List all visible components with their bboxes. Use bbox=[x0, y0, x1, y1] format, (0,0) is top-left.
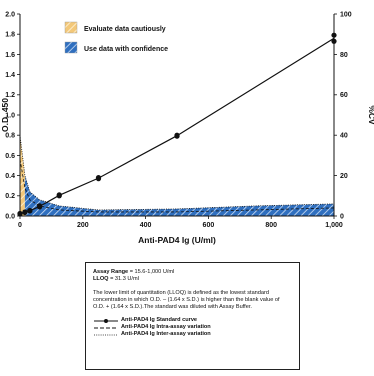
y2-tick-label: 60 bbox=[340, 92, 348, 99]
y-tick-label: 1.2 bbox=[5, 92, 15, 99]
lloq-label: LLOQ bbox=[93, 276, 109, 283]
key-intra-assay-label: Anti-PAD4 Ig Intra-assay variation bbox=[121, 324, 211, 331]
legend-label: Use data with confidence bbox=[84, 46, 168, 53]
legend-label: Evaluate data cautiously bbox=[84, 26, 166, 33]
solid-line-dot-icon bbox=[94, 318, 118, 323]
series-layer bbox=[17, 32, 337, 217]
y2-tick-label: 40 bbox=[340, 133, 348, 140]
y-tick-label: 0.4 bbox=[5, 173, 15, 180]
standard-curve-line bbox=[19, 37, 335, 215]
standard-curve-point bbox=[37, 203, 43, 209]
y-tick-label: 1.8 bbox=[5, 32, 15, 39]
y2-tick-label: 80 bbox=[340, 52, 348, 59]
key-standard-curve: Anti-PAD4 Ig Standard curve bbox=[93, 317, 292, 324]
dashed-line-icon bbox=[94, 327, 118, 329]
x-tick-label: 0 bbox=[18, 222, 22, 229]
y-tick-label: 1.0 bbox=[5, 112, 15, 119]
y-tick-label: 2.0 bbox=[5, 11, 15, 18]
y2-axis-title: %CV bbox=[367, 105, 374, 125]
standard-curve-point bbox=[22, 209, 28, 215]
assay-range-label: Assay Range bbox=[93, 269, 129, 275]
lloq-value: = 31.3 U/ml bbox=[110, 276, 139, 283]
chart-svg: 0.0 0.2 0.4 0.6 0.8 1.0 1.2 1.4 1.6 1.8 2.0 0 20 40 60… bbox=[0, 11, 374, 245]
x-tick-label: 800 bbox=[265, 222, 277, 229]
intra-assay-variation-line bbox=[19, 159, 335, 213]
regions-layer bbox=[20, 135, 334, 216]
y2-tick-label: 100 bbox=[340, 11, 352, 18]
legend-swatch bbox=[64, 21, 78, 34]
y-tick-label: 0.2 bbox=[5, 193, 15, 200]
confidence-region bbox=[24, 175, 334, 216]
y-tick-label: 1.6 bbox=[5, 52, 15, 59]
legend-layer: Evaluate data cautiously Use data with co… bbox=[64, 21, 168, 54]
series-key: Anti-PAD4 Ig Standard curve Anti-PAD4 Ig… bbox=[93, 317, 292, 338]
cv-layer bbox=[19, 135, 335, 213]
assay-info-box: Assay Range = 15.6-1,000 U/ml LLOQ = 31.… bbox=[85, 262, 300, 370]
x-tick-label: 1,000 bbox=[325, 222, 343, 229]
standard-curve-point bbox=[27, 207, 33, 214]
key-inter-assay-label: Anti-PAD4 Ig Inter-assay variation bbox=[121, 331, 211, 338]
y-tick-label: 1.4 bbox=[5, 72, 15, 79]
y2-tick-label: 0 bbox=[340, 213, 344, 220]
assay-range-value: = 15.6-1,000 U/ml bbox=[129, 269, 175, 275]
standard-curve-point bbox=[95, 175, 102, 181]
y-tick-label: 0.0 bbox=[5, 213, 15, 220]
y-axis-title: O.D. 450 bbox=[0, 98, 10, 132]
inter-assay-variation-line bbox=[19, 135, 335, 211]
key-inter-assay: Anti-PAD4 Ig Inter-assay variation bbox=[93, 331, 292, 338]
lloq-description: The lower limit of quantitation (LLOQ) i… bbox=[93, 289, 280, 311]
x-axis-title: Anti-PAD4 Ig (U/ml) bbox=[138, 235, 216, 245]
lloq-row: LLOQ = 31.3 U/ml bbox=[93, 276, 292, 283]
y2-tick-label: 20 bbox=[340, 173, 348, 180]
standard-curve-point bbox=[56, 192, 62, 198]
legend-swatch bbox=[64, 41, 78, 54]
standard-curve-point bbox=[174, 132, 180, 138]
x-tick-label: 600 bbox=[203, 222, 215, 229]
key-intra-assay: Anti-PAD4 Ig Intra-assay variation bbox=[93, 324, 292, 331]
key-standard-curve-label: Anti-PAD4 Ig Standard curve bbox=[121, 317, 198, 324]
x-tick-label: 200 bbox=[77, 222, 89, 229]
dotted-line-icon bbox=[94, 334, 118, 336]
y-tick-label: 0.8 bbox=[5, 133, 15, 140]
assay-range-row: Assay Range = 15.6-1,000 U/ml bbox=[93, 269, 292, 276]
axes-layer: 0.0 0.2 0.4 0.6 0.8 1.0 1.2 1.4 1.6 1.8 2.0 0 20 40 60… bbox=[0, 11, 374, 245]
x-tick-label: 400 bbox=[140, 222, 152, 229]
y-tick-label: 0.6 bbox=[5, 153, 15, 160]
